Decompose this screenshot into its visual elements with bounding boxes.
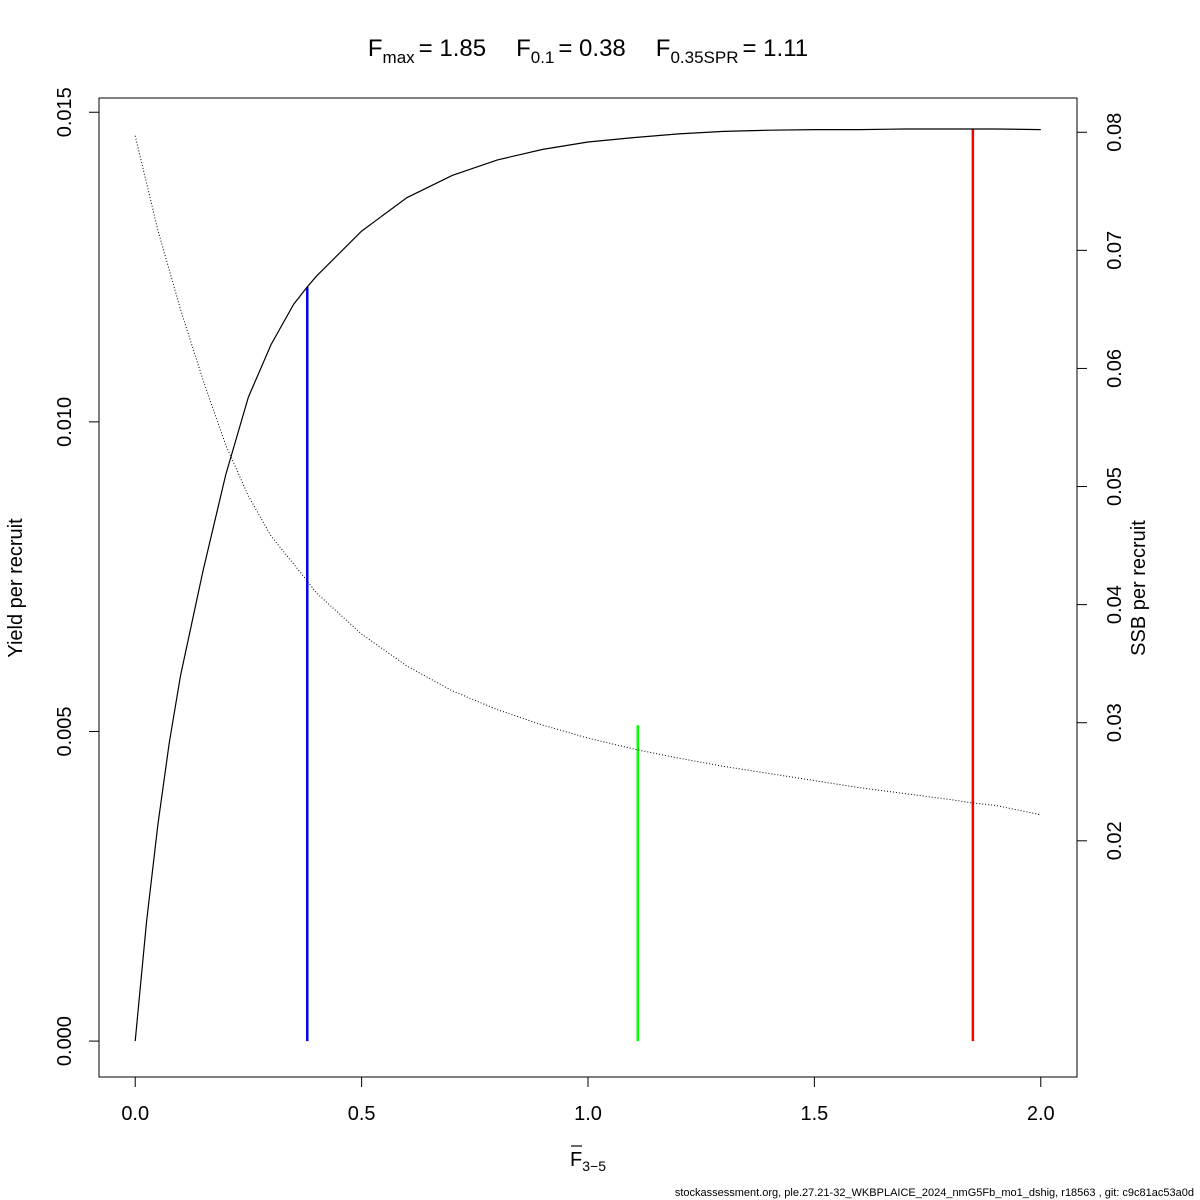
x-tick-label: 1.0 (574, 1103, 602, 1125)
plot-frame (98, 97, 1078, 1078)
y-right-tick-label: 0.02 (1104, 821, 1126, 860)
reference-lines (306, 128, 975, 1042)
y-left-tick-label: 0.000 (54, 1016, 76, 1066)
y-right-tick-label: 0.06 (1104, 349, 1126, 388)
y-right-tick-label: 0.08 (1104, 113, 1126, 152)
chart-title: Fmax = 1.85 F0.1 = 0.38 F0.35SPR = 1.11 (368, 35, 808, 67)
y-left-tick-label: 0.015 (54, 87, 76, 137)
x-tick-label: 0.5 (348, 1103, 376, 1125)
x-tick-label: 2.0 (1027, 1103, 1055, 1125)
y-right-tick-label: 0.03 (1104, 703, 1126, 742)
x-axis-label-text: F3−5 (570, 1149, 606, 1174)
y-left-tick-label: 0.005 (54, 706, 76, 756)
x-tick-label: 1.5 (800, 1103, 828, 1125)
y-right-tick-label: 0.04 (1104, 585, 1126, 624)
series-lines (134, 128, 1041, 1042)
y-right-tick-label: 0.07 (1104, 231, 1126, 270)
y-left-axis-label: Yield per recruit (5, 518, 27, 658)
y-left-axis: 0.000 0.005 0.010 0.015 (54, 87, 100, 1066)
yield-per-recruit-line (134, 128, 1041, 1042)
chart-title-text: Fmax = 1.85 F0.1 = 0.38 F0.35SPR = 1.11 (368, 35, 808, 67)
x-axis-label: F3−5 (570, 1145, 606, 1174)
y-right-axis: 0.02 0.03 0.04 0.05 0.06 0.07 0.08 (1076, 113, 1126, 860)
y-right-axis-label: SSB per recruit (1128, 520, 1150, 656)
ssb-per-recruit-line (134, 135, 1041, 816)
x-tick-label: 0.0 (121, 1103, 149, 1125)
y-left-tick-label: 0.010 (54, 397, 76, 447)
footer-credit: stockassessment.org, ple.27.21-32_WKBPLA… (675, 1187, 1194, 1199)
y-right-tick-label: 0.05 (1104, 467, 1126, 506)
x-axis: 0.0 0.5 1.0 1.5 2.0 (121, 1076, 1055, 1125)
